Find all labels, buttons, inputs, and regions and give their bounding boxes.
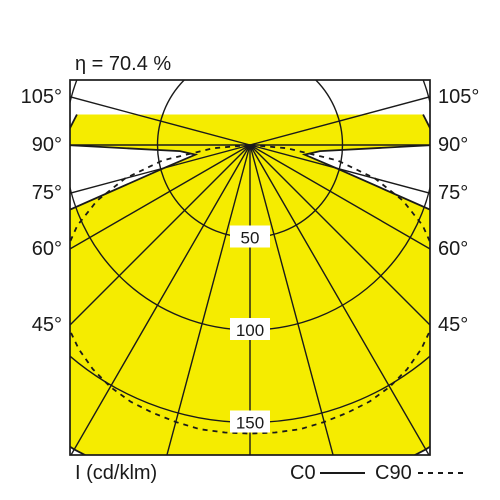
angle-label: 45° — [438, 314, 468, 336]
axis-label: I (cd/klm) — [75, 462, 157, 484]
radius-label: 50 — [241, 229, 260, 248]
angle-label: 90° — [32, 134, 62, 156]
legend-c0-label: C0 — [290, 462, 316, 484]
polar-diagram: 50 100 150 45° 45° 60° 60° 75° 75° 90° 90° 105° 105°… — [0, 0, 500, 500]
angle-label: 90° — [438, 134, 468, 156]
radius-label: 100 — [236, 321, 264, 340]
angle-label: 60° — [438, 238, 468, 260]
angle-label: 60° — [32, 238, 62, 260]
angle-label: 105° — [438, 86, 479, 108]
angle-label: 105° — [21, 86, 62, 108]
angle-label: 75° — [438, 182, 468, 204]
eta-label: η = 70.4 % — [75, 53, 171, 75]
radius-label: 150 — [236, 414, 264, 433]
angle-label: 45° — [32, 314, 62, 336]
legend-c90-label: C90 — [375, 462, 412, 484]
angle-label: 75° — [32, 182, 62, 204]
